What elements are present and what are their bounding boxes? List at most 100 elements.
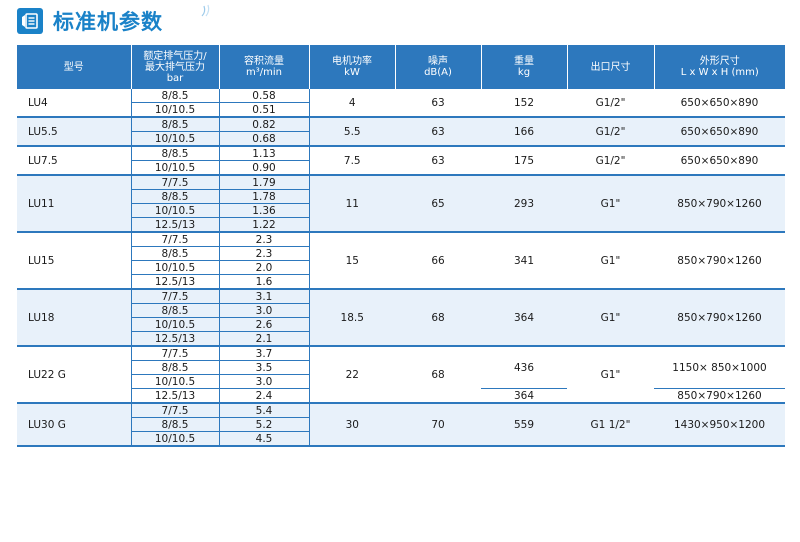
pressure-cell: 7/7.5 [130, 289, 220, 304]
flow-cell: 2.3 [219, 246, 310, 261]
flow-cell: 1.79 [219, 175, 310, 190]
noise-cell: 63 [395, 146, 481, 176]
table-row: 10/10.5 2.0 [17, 260, 785, 275]
spec-table: 型号 额定排气压力/最大排气压力 bar 容积流量 m³/min 电机功率 kW 噪声 dB(A… [17, 45, 785, 447]
table-row: 10/10.5 2.6 [17, 317, 785, 332]
dimensions-cell: 850×790×1260 [654, 289, 785, 347]
weight-cell: 364 [481, 388, 567, 404]
column-header-line: 出口尺寸 [590, 61, 631, 73]
table-row: LU18 7/7.5 3.1 18.5 68 364 G1" 850×790×1260 [17, 289, 785, 347]
outlet-cell: G1" [567, 346, 654, 404]
table-row: LU11 7/7.5 1.79 11 65 293 G1" 850×790×1260 [17, 175, 785, 233]
table-row: 10/10.5 0.51 [17, 102, 785, 118]
outlet-cell: G1/2" [567, 146, 654, 176]
spec-sheet-icon [17, 8, 43, 34]
weight-cell: 364 [481, 289, 567, 347]
table-row: 10/10.5 4.5 [17, 431, 785, 447]
column-header-line: dB(A) [424, 67, 452, 78]
pressure-cell: 7/7.5 [130, 346, 220, 361]
dimensions-cell: 850×790×1260 [654, 175, 785, 233]
pressure-cell: 7/7.5 [130, 232, 220, 247]
dimensions-cell: 1430×950×1200 [654, 403, 785, 447]
power-cell: 30 [309, 403, 395, 447]
pressure-cell: 8/8.5 [130, 360, 220, 375]
dimensions-cell: 650×650×890 [654, 89, 785, 118]
flow-cell: 1.6 [219, 274, 310, 290]
weight-cell: 341 [481, 232, 567, 290]
column-header-line: 最大排气压力 [145, 61, 205, 73]
column-header: 重量 kg [480, 45, 567, 89]
pressure-cell: 10/10.5 [130, 317, 220, 332]
flow-cell: 0.68 [219, 131, 310, 147]
model-cell: LU15 [17, 232, 131, 290]
dimensions-cell: 1150× 850×1000 [654, 346, 785, 389]
power-cell: 18.5 [309, 289, 395, 347]
pressure-cell: 8/8.5 [130, 189, 220, 204]
column-header-line: 重量 [514, 56, 534, 67]
pressure-cell: 10/10.5 [130, 131, 220, 147]
flow-cell: 3.1 [219, 289, 310, 304]
table-row: 8/8.5 1.78 [17, 189, 785, 204]
table-row: 8/8.5 2.3 [17, 246, 785, 261]
column-header-line: 型号 [63, 61, 84, 73]
model-cell: LU22 G [17, 346, 131, 404]
table-row: 8/8.5 5.2 [17, 417, 785, 432]
pressure-cell: 10/10.5 [130, 374, 220, 389]
column-header-line: bar [166, 72, 184, 84]
pressure-cell: 8/8.5 [130, 117, 220, 132]
dimensions-cell: 650×650×890 [654, 117, 785, 147]
pressure-cell: 10/10.5 [130, 260, 220, 275]
noise-cell: 68 [395, 289, 481, 347]
weight-cell: 559 [481, 403, 567, 447]
outlet-cell: G1/2" [567, 89, 654, 118]
flow-cell: 2.4 [219, 388, 310, 404]
pressure-cell: 10/10.5 [130, 203, 220, 218]
flow-cell: 0.90 [219, 160, 310, 176]
column-header: 容积流量 m³/min [218, 45, 309, 89]
flow-cell: 3.0 [219, 303, 310, 318]
table-row: LU22 G 7/7.5 3.7 22 68 436 G1" 1150× 850×1000 [17, 346, 785, 404]
power-cell: 7.5 [309, 146, 395, 176]
dimensions-cell: 850×790×1260 [654, 388, 785, 404]
column-header-line: 噪声 [428, 56, 448, 67]
flow-cell: 1.13 [219, 146, 310, 161]
table-row: LU4 8/8.5 0.58 4 63 152 G1/2" 650×650×890 [17, 89, 785, 118]
table-row: 12.5/13 1.6 [17, 274, 785, 290]
pressure-cell: 8/8.5 [130, 146, 220, 161]
column-header-line: kW [344, 67, 360, 78]
model-cell: LU18 [17, 289, 131, 347]
pressure-cell: 10/10.5 [130, 102, 220, 118]
column-header-line: kg [517, 67, 531, 78]
column-header: 出口尺寸 [566, 45, 654, 89]
flow-cell: 2.1 [219, 331, 310, 347]
flow-cell: 1.36 [219, 203, 310, 218]
flow-cell: 1.78 [219, 189, 310, 204]
noise-cell: 65 [395, 175, 481, 233]
pressure-cell: 7/7.5 [130, 403, 220, 418]
noise-cell: 63 [395, 89, 481, 118]
flow-cell: 0.51 [219, 102, 310, 118]
weight-cell: 152 [481, 89, 567, 118]
table-row: 10/10.5 1.36 [17, 203, 785, 218]
column-header-line: 电机功率 [332, 56, 372, 67]
weight-cell: 166 [481, 117, 567, 147]
pressure-cell: 8/8.5 [130, 303, 220, 318]
outlet-cell: G1 1/2" [567, 403, 654, 447]
column-header-line: 额定排气压力/ [143, 50, 207, 62]
pressure-cell: 8/8.5 [130, 89, 220, 103]
table-row: 12.5/13 2.4 364 850×790×1260 [17, 388, 785, 404]
section-title: 标准机参数 [17, 4, 210, 34]
table-row: 10/10.5 3.0 [17, 374, 785, 389]
model-cell: LU11 [17, 175, 131, 233]
flow-cell: 3.5 [219, 360, 310, 375]
table-row: LU7.5 8/8.5 1.13 7.5 63 175 G1/2" 650×650×890 [17, 146, 785, 176]
table-row: LU30 G 7/7.5 5.4 30 70 559 G1 1/2" 1430×950×120… [17, 403, 785, 447]
pressure-cell: 12.5/13 [130, 331, 220, 347]
flow-cell: 5.2 [219, 417, 310, 432]
column-header: 额定排气压力/最大排气压力 bar [130, 45, 219, 89]
noise-cell: 63 [395, 117, 481, 147]
model-cell: LU4 [17, 89, 131, 118]
power-cell: 22 [309, 346, 395, 404]
pressure-cell: 10/10.5 [130, 431, 220, 447]
weight-cell: 293 [481, 175, 567, 233]
